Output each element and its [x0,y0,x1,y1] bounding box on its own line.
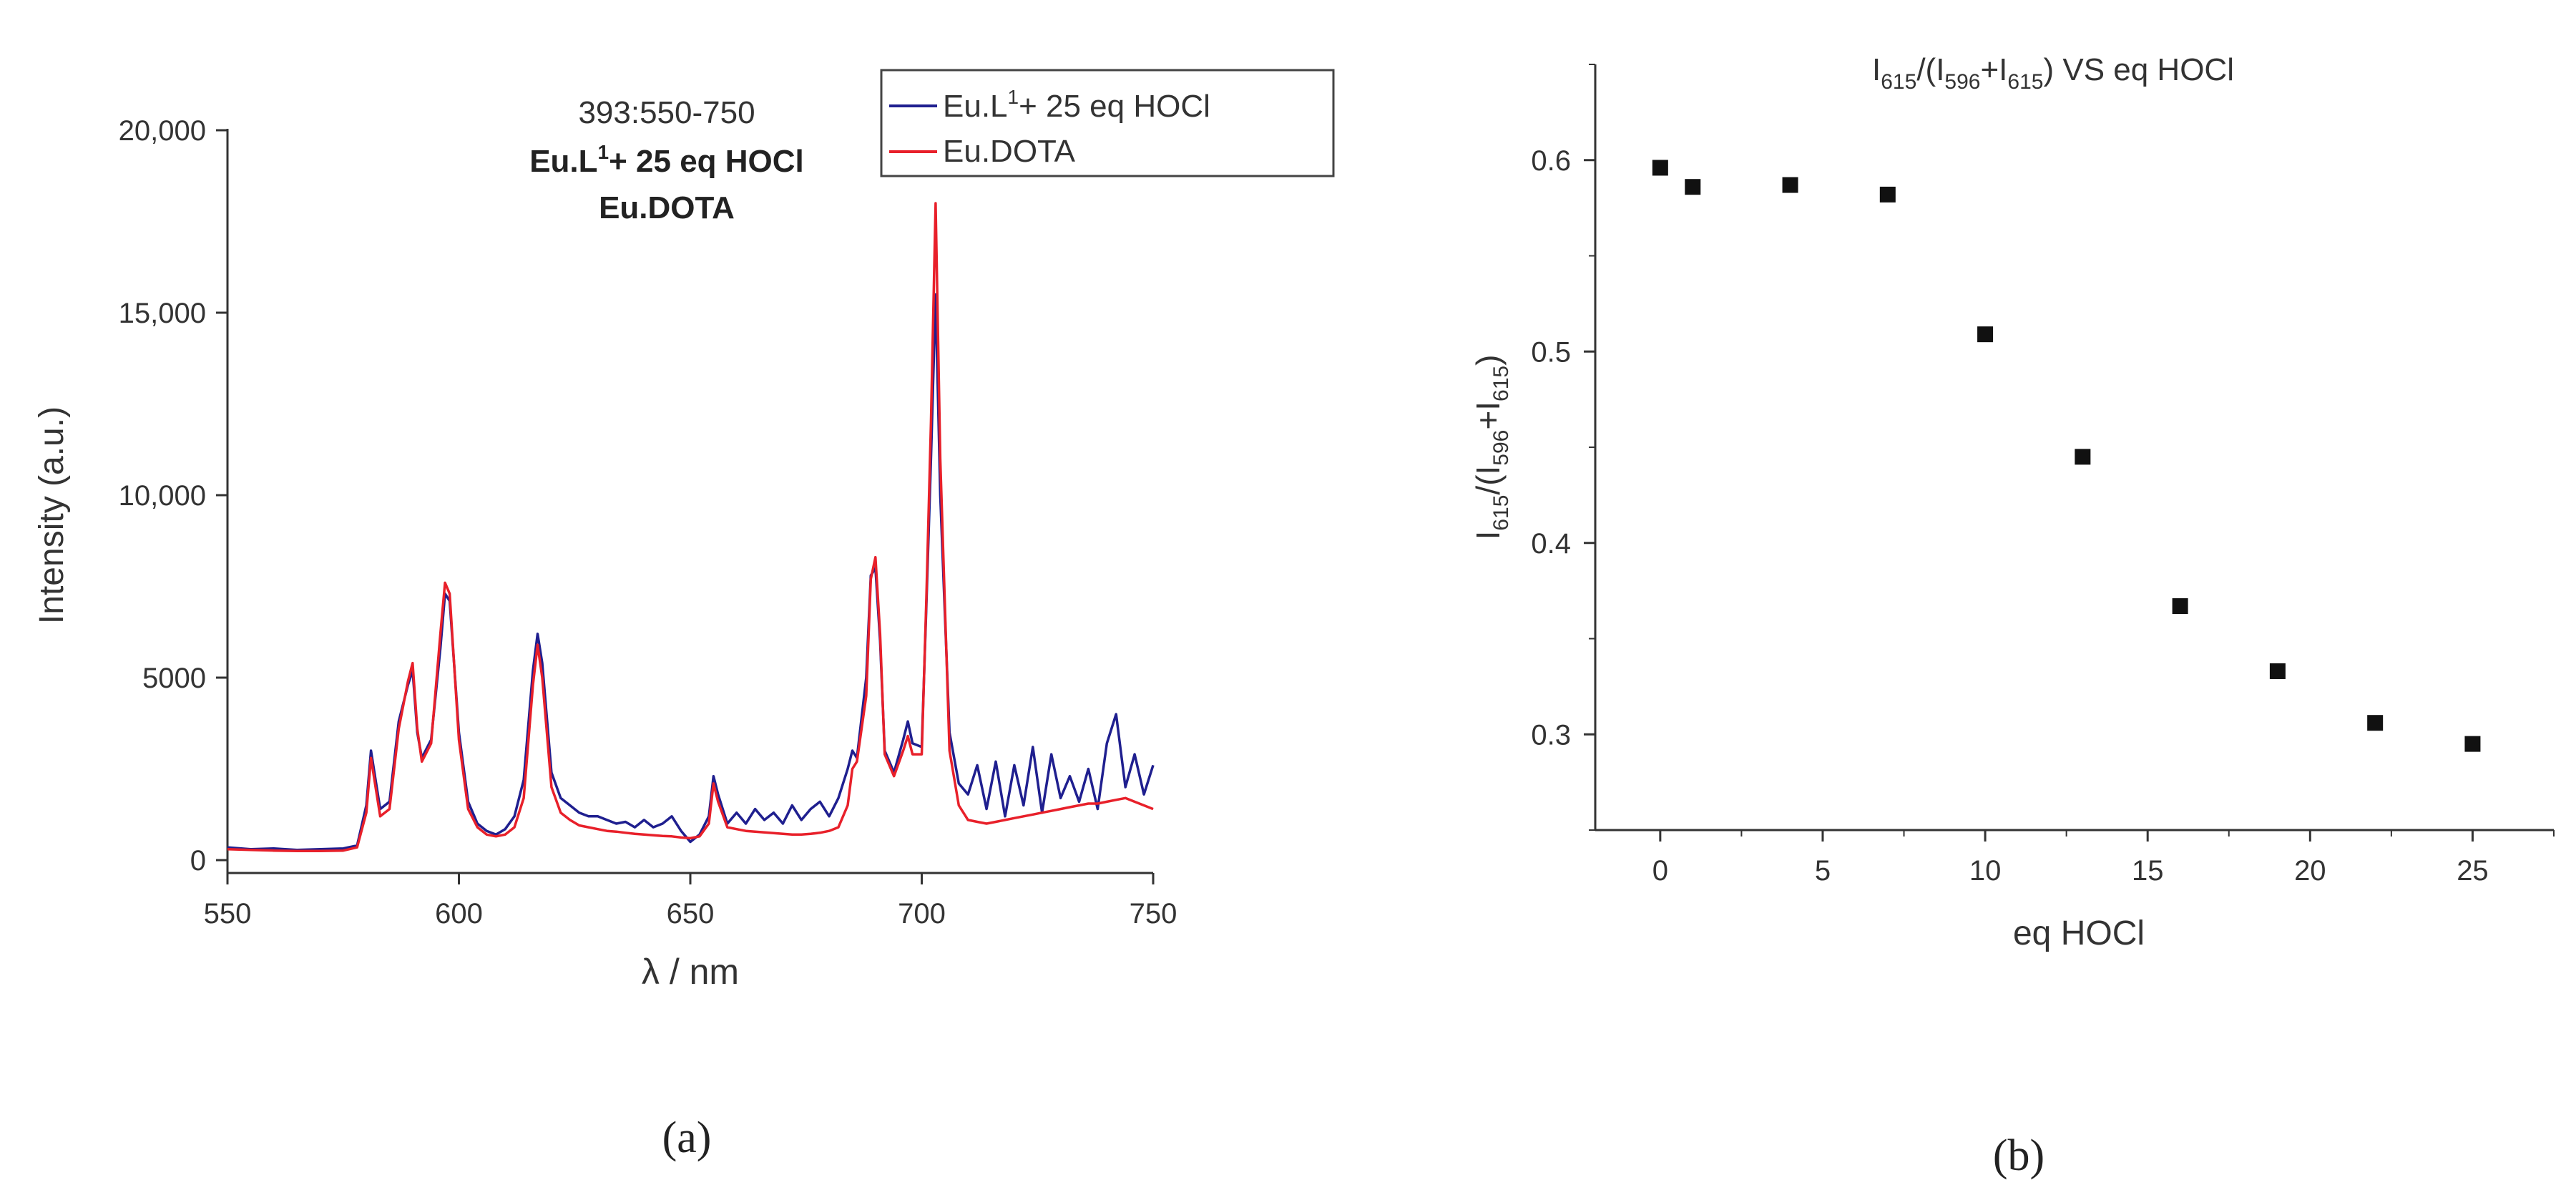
b-data-point [1685,179,1701,195]
b-data-point [2075,449,2091,465]
b-y-axis-label: I615/(I596+I615) [1469,355,1513,540]
a-series-line-blue [227,293,1155,852]
b-x-tick-label: 15 [2132,855,2164,887]
b-data-point [2464,736,2481,752]
b-y-ticks: 0.3 0.4 0.5 0.6 [1531,64,1595,831]
b-data-points [1652,160,2481,752]
a-y-axis-label: Intensity (a.u.) [33,406,71,624]
b-x-axis-label: eq HOCl [2013,914,2145,952]
a-x-tick-label: 750 [1130,898,1177,930]
a-legend: Eu.L1+ 25 eq HOCl Eu.DOTA [880,69,1335,177]
a-subtitle-line1: Eu.L1+ 25 eq HOCl [529,141,804,179]
a-legend-label-red: Eu.DOTA [943,134,1076,169]
b-data-point [2269,663,2286,679]
a-legend-box [880,69,1335,177]
a-subtitle-line2: Eu.DOTA [599,190,735,225]
b-y-tick-label: 0.6 [1531,145,1571,177]
a-y-tick-label: 0 [190,845,206,877]
b-y-tick-label: 0.4 [1531,528,1571,560]
b-x-tick-label: 0 [1652,855,1668,887]
panel-a-spectrum-chart: 550 600 650 700 750 0500010,00015,00020,000 … [33,69,1335,1162]
a-series-lines [227,202,1155,853]
a-series-line-red [227,202,1154,853]
b-data-point [1977,326,1994,343]
b-x-tick-label: 10 [1969,855,2002,887]
a-y-tick-label: 5000 [142,663,206,694]
b-x-tick-label: 20 [2294,855,2326,887]
a-y-tick-label: 15,000 [119,298,206,329]
b-x-tick-label: 5 [1815,855,1831,887]
a-y-ticks: 0 5000 10,000 15,000 20,000 [119,115,227,877]
a-y-tick-label: 20,000 [119,115,206,147]
b-x-ticks: 0 5 10 15 20 25 [1652,830,2555,887]
a-x-axis-label: λ / nm [642,952,739,992]
b-data-point [2172,598,2188,615]
a-x-tick-label: 650 [667,898,715,930]
a-x-tick-label: 550 [204,898,252,930]
a-x-ticks: 550 600 650 700 750 [204,873,1177,930]
b-data-point [2367,715,2384,731]
a-x-tick-label: 600 [435,898,483,930]
b-y-tick-label: 0.5 [1531,336,1571,368]
b-data-point [1652,160,1668,176]
a-x-tick-label: 700 [898,898,946,930]
a-y-tick-label: 10,000 [119,480,206,512]
a-chart-title: 393:550-750 [578,95,755,130]
b-data-point [1782,177,1798,193]
panel-b-scatter-chart: 0 5 10 15 20 25 0.3 0.4 0.5 0.6 I615/(I596+I615)… [1469,52,2555,1180]
a-legend-label-blue: Eu.L1+ 25 eq HOCl [943,86,1210,124]
b-chart-title: I615/(I596+I615) VS eq HOCl [1872,52,2234,94]
b-data-point [1879,186,1896,203]
b-panel-caption: (b) [1993,1131,2044,1180]
a-panel-caption: (a) [662,1113,712,1162]
b-y-tick-label: 0.3 [1531,719,1571,751]
b-x-tick-label: 25 [2457,855,2489,887]
